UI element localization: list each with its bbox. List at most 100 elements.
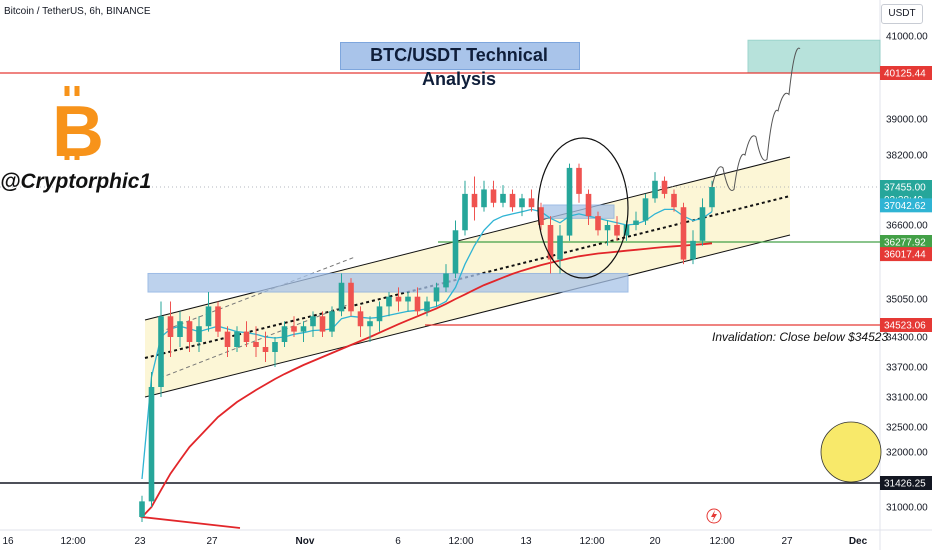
demand-zone	[147, 272, 629, 293]
price-label-text: 31426.25	[884, 479, 926, 490]
horizontal-levels	[0, 72, 880, 484]
time-tick-label: 12:00	[60, 536, 85, 547]
candle-body	[528, 198, 535, 208]
yellow-marker-circle	[820, 421, 882, 483]
candle-body	[462, 193, 468, 231]
price-label-text: 36277.92	[884, 238, 926, 249]
target-zone	[747, 39, 881, 74]
candle-body	[357, 311, 364, 327]
time-tick-label: 16	[2, 536, 14, 547]
candle-body	[519, 198, 525, 208]
candle-body	[367, 321, 373, 327]
candle-body	[509, 193, 516, 208]
candle-body	[633, 220, 639, 225]
time-tick-label: Dec	[849, 536, 868, 547]
title-box	[340, 42, 580, 70]
price-label-box	[880, 198, 932, 213]
candle-body	[557, 235, 563, 260]
price-label-box	[880, 235, 932, 249]
candle-body	[139, 501, 145, 517]
candle-body	[158, 316, 164, 387]
projection-path	[711, 47, 801, 191]
candles	[139, 163, 715, 522]
lightning-bolt-icon	[711, 510, 717, 522]
candle-body	[405, 296, 411, 302]
time-tick-label: 13	[520, 536, 532, 547]
candle-body	[481, 189, 487, 208]
time-tick-label: 6	[395, 536, 401, 547]
candle-body	[538, 207, 544, 225]
price-label-box	[880, 180, 932, 194]
price-label-box	[880, 66, 932, 80]
candle-body	[348, 282, 354, 312]
candle-body	[566, 167, 573, 236]
price-label-text: 37042.62	[884, 201, 926, 212]
channel-lower-line	[144, 234, 791, 398]
time-tick-label: 20	[649, 536, 661, 547]
ma-slow-line	[140, 242, 713, 529]
price-tick-label: 36600.00	[886, 221, 928, 232]
channel-upper-line	[144, 156, 791, 321]
candle-body	[329, 311, 335, 332]
candle-body	[604, 225, 611, 231]
decorations: B	[52, 86, 882, 524]
candle-body	[167, 316, 174, 337]
candle-body	[291, 326, 297, 332]
price-tick-label: 41000.00	[886, 32, 928, 43]
time-tick-label: 27	[206, 536, 218, 547]
candle-body	[386, 296, 392, 307]
candle-body	[547, 225, 554, 260]
price-label-box	[880, 247, 932, 262]
price-tick-label: 31000.00	[886, 503, 928, 514]
retest-zone	[542, 204, 615, 219]
candle-body	[338, 282, 345, 312]
price-tick-label: 32000.00	[886, 448, 928, 459]
price-tick-label: 39000.00	[886, 115, 928, 126]
candle-body	[433, 287, 440, 302]
price-label-text: 36017.44	[884, 250, 926, 261]
currency-unit-button[interactable]: USDT	[881, 4, 923, 24]
candle-body	[281, 326, 288, 342]
candle-body	[376, 306, 383, 322]
candle-body	[234, 331, 240, 347]
price-axis: 41000.00 39000.00 38200.00 36600.00 35050.00…	[880, 32, 932, 514]
candle-body	[595, 216, 601, 231]
candle-body	[709, 187, 715, 208]
candle-body	[205, 306, 212, 327]
candle-body	[699, 207, 706, 241]
candle-body	[243, 331, 250, 342]
candle-body	[424, 301, 430, 312]
time-axis: 16 12:00 23 27 Nov 6 12:00 13 12:00 20 12:00 27 Dec	[2, 536, 867, 547]
price-tick-label: 33100.00	[886, 393, 928, 404]
candle-body	[177, 321, 183, 337]
time-tick-label: 27	[781, 536, 793, 547]
candle-body	[215, 306, 221, 332]
candle-body	[680, 207, 687, 260]
price-tick-label: 33700.00	[886, 363, 928, 374]
price-label-text: 37455.00	[884, 183, 926, 194]
candle-body	[319, 316, 326, 332]
author-handle: @Cryptorphic1	[0, 170, 152, 193]
price-label-box	[880, 476, 932, 490]
candle-body	[224, 331, 231, 347]
candle-body	[471, 193, 478, 208]
candle-body	[253, 342, 259, 347]
candle-body	[490, 189, 497, 203]
candle-body	[186, 321, 193, 342]
time-tick-label: 12:00	[709, 536, 734, 547]
price-tick-label: 35050.00	[886, 295, 928, 306]
symbol-label: Bitcoin / TetherUS, 6h, BINANCE	[4, 6, 151, 17]
candle-body	[623, 225, 630, 236]
price-tick-label: 38200.00	[886, 151, 928, 162]
candle-body	[452, 230, 459, 274]
time-tick-label: 12:00	[448, 536, 473, 547]
candle-body	[414, 296, 421, 312]
price-projection	[711, 47, 801, 191]
chart-title: BTC/USDT Technical Analysis	[370, 45, 548, 89]
candle-body	[652, 180, 658, 199]
price-tick-label: 32500.00	[886, 423, 928, 434]
price-label-text: 34523.06	[884, 321, 926, 332]
candle-body	[443, 273, 449, 288]
candle-body	[262, 347, 269, 352]
